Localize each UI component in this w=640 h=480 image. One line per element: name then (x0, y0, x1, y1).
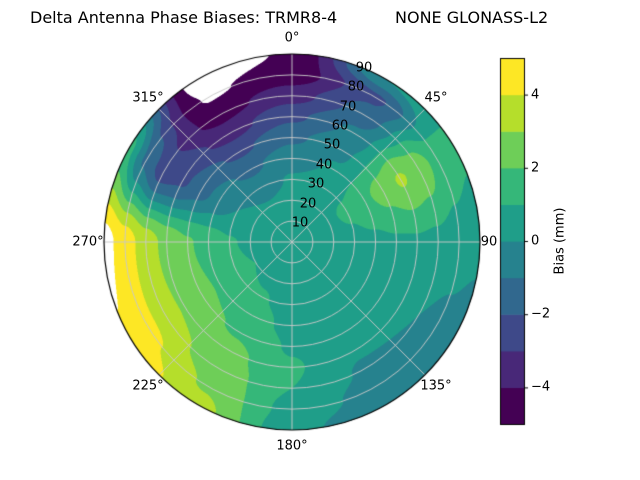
azimuth-tick-180: 180° (276, 438, 308, 454)
radial-tick-30: 30 (307, 176, 325, 192)
radial-tick-50: 50 (323, 137, 341, 153)
colorbar-tick-m2: −2 (531, 306, 551, 322)
colorbar-tick-0: 0 (531, 233, 540, 249)
plot-subtitle: NONE GLONASS-L2 (395, 8, 549, 27)
radial-tick-40: 40 (315, 157, 333, 173)
azimuth-tick-135: 135° (420, 378, 452, 394)
plot-title: Delta Antenna Phase Biases: TRMR8-4 (30, 8, 338, 27)
radial-tick-80: 80 (347, 79, 365, 95)
azimuth-tick-225: 225° (132, 378, 164, 394)
colorbar-tick-2: 2 (531, 160, 540, 176)
azimuth-tick-315: 315° (132, 90, 164, 106)
azimuth-tick-270: 270° (72, 234, 104, 250)
radial-tick-90: 90 (355, 60, 373, 76)
azimuth-tick-90: 90 (480, 234, 498, 250)
radial-tick-10: 10 (291, 215, 309, 231)
radial-tick-20: 20 (299, 196, 317, 212)
colorbar-tick-m4: −4 (531, 379, 551, 395)
colorbar-axis-label: Bias (mm) (552, 207, 568, 275)
azimuth-tick-45: 45° (424, 90, 448, 106)
radial-tick-60: 60 (331, 118, 349, 134)
radial-tick-70: 70 (339, 99, 357, 115)
colorbar-tick-4: 4 (531, 87, 540, 103)
azimuth-tick-0: 0° (284, 30, 300, 46)
